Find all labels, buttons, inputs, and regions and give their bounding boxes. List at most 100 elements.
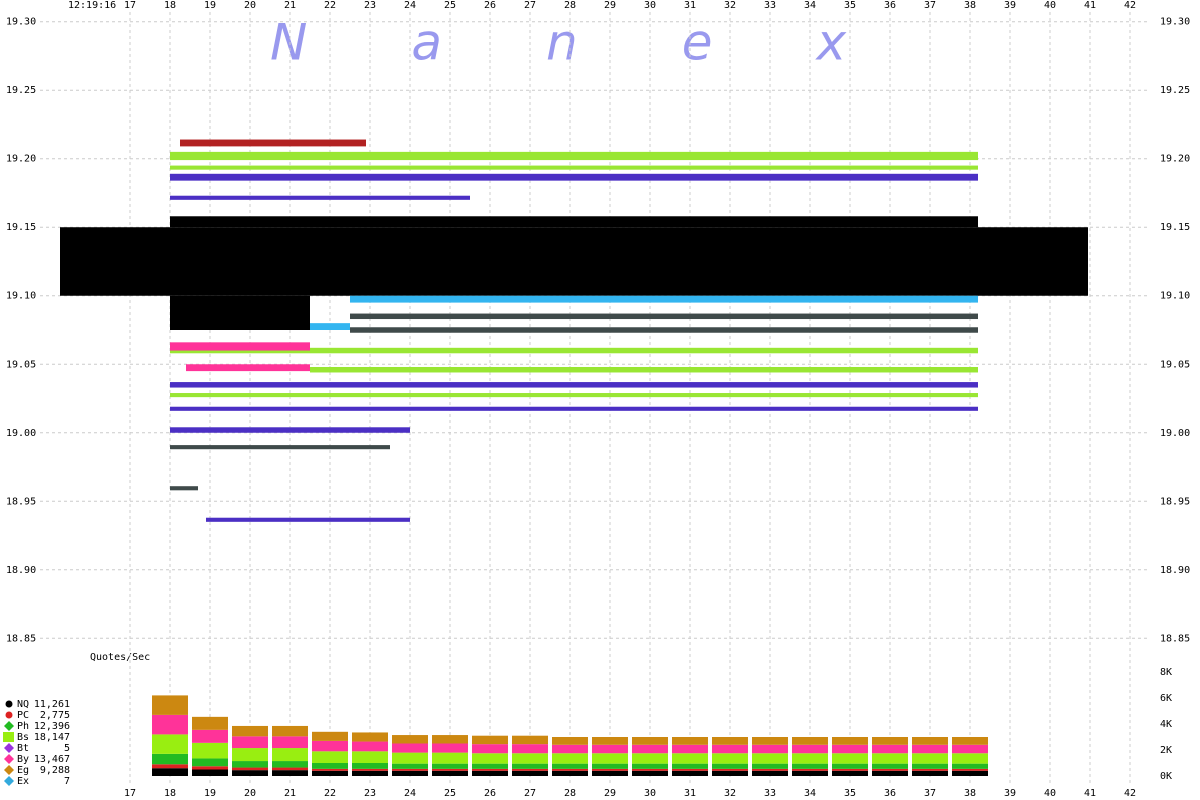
volume-bar (232, 761, 268, 768)
x-tick-label: 24 (404, 0, 416, 11)
volume-bar (552, 768, 588, 771)
volume-bar (272, 725, 308, 737)
x-tick-label: 22 (324, 0, 336, 11)
legend-marker (5, 711, 13, 719)
volume-bar (192, 766, 228, 770)
y-tick-label: 8K (1160, 667, 1172, 678)
volume-bar (232, 725, 268, 737)
volume-bar (752, 763, 788, 769)
volume-bar (192, 769, 228, 776)
quote-band (180, 139, 366, 147)
y-tick-label: 18.90 (6, 565, 36, 576)
volume-bar (312, 763, 348, 769)
legend-marker (3, 732, 14, 742)
x-tick-label: 39 (1004, 0, 1016, 11)
volume-bar (872, 768, 908, 771)
volume-bar (552, 753, 588, 764)
volume-bar (312, 770, 348, 776)
volume-bar (352, 768, 388, 771)
volume-bar (552, 744, 588, 754)
quote-band (60, 227, 1088, 296)
x-tick-label: 34 (804, 788, 816, 799)
x-tick-label: 38 (964, 0, 976, 11)
volume-bar (752, 744, 788, 754)
volume-bar (392, 752, 428, 764)
volume-bar (192, 729, 228, 743)
volume-bar (192, 758, 228, 767)
x-tick-label: 37 (924, 0, 936, 11)
x-tick-label: 21 (284, 0, 296, 11)
x-tick-label: 33 (764, 0, 776, 11)
x-tick-label: 39 (1004, 788, 1016, 799)
time-label: 12:19:16 (68, 0, 116, 11)
volume-bar (912, 768, 948, 771)
x-tick-label: 24 (404, 788, 416, 799)
volume-bar (832, 737, 868, 745)
x-tick-label: 19 (204, 788, 216, 799)
legend-count: 13,467 (34, 754, 70, 765)
x-tick-label: 17 (124, 0, 136, 11)
volume-bar (352, 732, 388, 742)
volume-bar (952, 763, 988, 769)
volume-bar (432, 735, 468, 744)
volume-bar (952, 753, 988, 764)
quote-band (350, 327, 978, 333)
y-tick-label: 19.00 (6, 428, 36, 439)
y-tick-label: 18.95 (1160, 496, 1190, 507)
x-tick-label: 18 (164, 788, 176, 799)
x-tick-label: 20 (244, 0, 256, 11)
y-tick-label: 19.30 (6, 17, 36, 28)
x-tick-label: 18 (164, 0, 176, 11)
volume-bar (752, 753, 788, 764)
volume-bar (472, 770, 508, 776)
volume-bar (472, 744, 508, 754)
y-tick-label: 19.30 (1160, 17, 1190, 28)
volume-bar (592, 737, 628, 745)
quote-band (170, 173, 978, 181)
volume-bar (792, 744, 828, 754)
quote-band (186, 364, 310, 372)
volume-bar (792, 768, 828, 771)
x-tick-label: 27 (524, 788, 536, 799)
y-tick-label: 19.05 (1160, 359, 1190, 370)
y-tick-label: 19.00 (1160, 428, 1190, 439)
x-tick-label: 38 (964, 788, 976, 799)
y-tick-label: 6K (1160, 693, 1172, 704)
y-tick-label: 19.25 (6, 85, 36, 96)
volume-bar (232, 736, 268, 749)
quote-band (350, 295, 978, 303)
x-tick-label: 32 (724, 0, 736, 11)
y-tick-label: 18.85 (6, 633, 36, 644)
volume-bar (152, 768, 188, 776)
legend-count: 2,775 (40, 710, 70, 721)
volume-bar (672, 763, 708, 769)
volume-bar (272, 761, 308, 768)
volume-bar (352, 763, 388, 769)
volume-bar (312, 731, 348, 741)
y-tick-label: 19.20 (1160, 154, 1190, 165)
volume-bar (752, 770, 788, 776)
volume-bar (792, 770, 828, 776)
volume-bar (832, 763, 868, 769)
y-tick-label: 19.25 (1160, 85, 1190, 96)
volume-bar (192, 716, 228, 730)
x-tick-label: 21 (284, 788, 296, 799)
volume-bar (912, 770, 948, 776)
x-tick-label: 30 (644, 0, 656, 11)
legend-name: Eg (17, 765, 29, 776)
legend-name: By (17, 754, 29, 765)
volume-bar (712, 737, 748, 745)
x-tick-label: 23 (364, 788, 376, 799)
y-tick-label: 18.95 (6, 496, 36, 507)
volume-bar (352, 741, 388, 752)
legend-name: Bt (17, 743, 29, 754)
volume-bar (152, 734, 188, 754)
volume-bar (272, 748, 308, 762)
volume-bar (552, 763, 588, 769)
volume-bar (352, 751, 388, 763)
x-tick-label: 29 (604, 788, 616, 799)
volume-bar (632, 770, 668, 776)
x-tick-label: 36 (884, 0, 896, 11)
volume-bar (952, 744, 988, 754)
